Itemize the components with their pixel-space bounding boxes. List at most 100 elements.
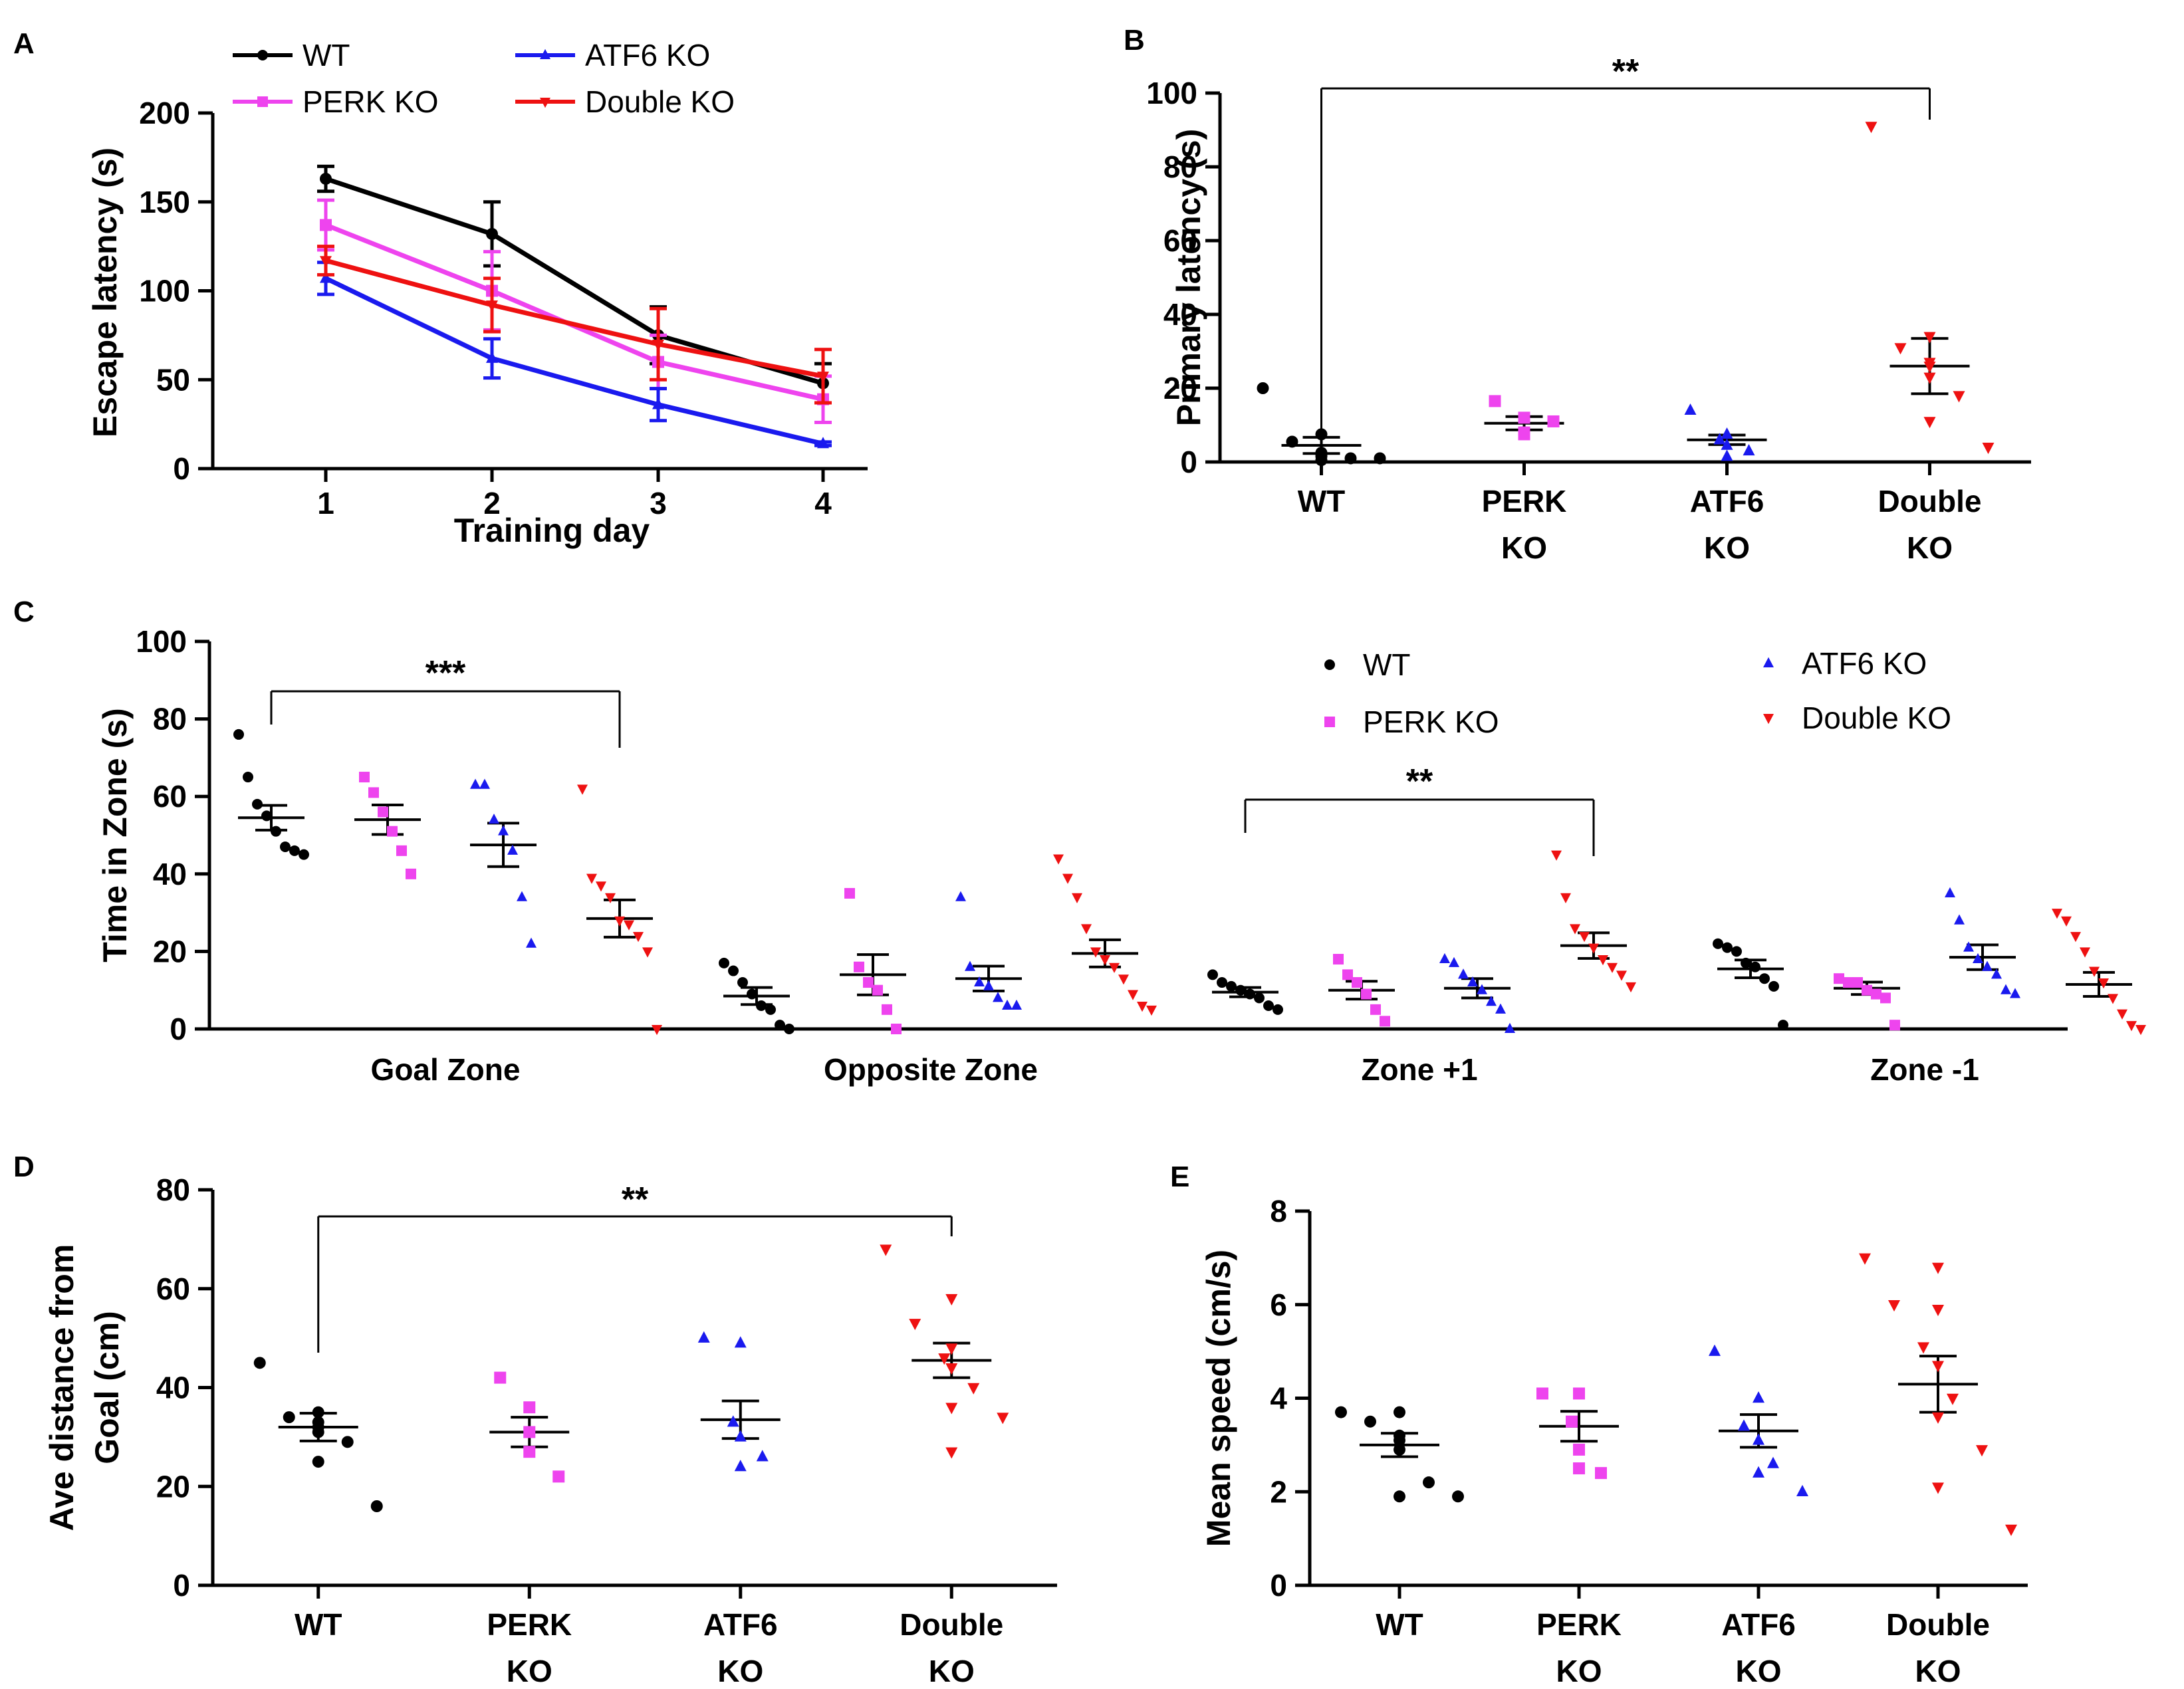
panel-c-data-point [642,947,653,958]
panel-e-data-point [1394,1434,1405,1446]
panel-c-group-zone-1-atf6-ko [1945,887,2020,998]
panel-e-y-tick-label: 8 [1270,1194,1287,1228]
panel-c-data-point [1380,1016,1390,1027]
panel-c-data-point [2001,984,2011,994]
panel-a-data-point [817,437,829,449]
panel-c-significance-bracket: *** [270,654,621,748]
panel-c-data-point [2010,988,2020,998]
panel-c-data-point [756,1000,767,1012]
panel-b-y-axis-title: Primary latency (s) [1170,129,1207,426]
panel-b-data-point [1374,452,1386,465]
panel-e-data-point [1753,1466,1764,1478]
panel-b-data-point [1489,395,1501,407]
panel-c-data-point [1945,887,1955,897]
panel-e-data-point [1364,1415,1376,1428]
panel-c-group-opposite-zone-wt [719,957,794,1034]
panel-a-y-tick-label: 100 [139,274,190,308]
panel-c-data-point [252,798,263,810]
panel-c-data-point [1616,970,1627,981]
panel-c-group-zone-1-double-ko [2052,909,2146,1036]
panel-c-data-point [1342,969,1353,980]
panel-c-data-point [614,916,625,927]
panel-c-group-zone-1-perk-ko [1834,973,1900,1031]
panel-c-data-point [271,826,281,837]
panel-d-group-wt [253,1357,383,1512]
panel-a-y-tick-label: 150 [139,185,190,219]
panel-a-legend-label: WT [303,38,350,72]
panel-c-significance-label: ** [1406,762,1433,801]
panel-c-zone-label: Goal Zone [371,1052,521,1087]
panel-c-significance-label: *** [425,654,466,693]
panel-b-data-point [1518,411,1530,424]
panel-b-data-point [1518,428,1530,441]
panel-b-group-double-ko [1865,122,1995,455]
panel-a-data-point [320,256,332,268]
panel-d-data-point [734,1430,747,1442]
panel-c-data-point [633,932,644,943]
panel-c-data-point [233,729,244,740]
panel-d-data-point [734,1460,747,1472]
panel-c-data-point [577,784,588,795]
panel-d-data-point [945,1363,958,1375]
panel-b-data-point [1865,122,1878,134]
panel-d-chart: 0 20 40 60 80 WT PERK KO ATF6 KO Double KO Ave dista… [43,1173,1057,1688]
panel-b-x-tick-label: ATF6 [1690,484,1764,518]
panel-b-data-point [1286,435,1298,448]
panel-d-data-point [312,1426,324,1438]
panel-d-y-tick-label: 80 [156,1173,190,1207]
panel-c-y-tick-label: 0 [170,1012,187,1046]
panel-c-data-point [2089,966,2100,977]
panel-b-data-point [1923,417,1936,429]
panel-d-data-point [945,1294,958,1305]
panel-c-data-point [854,961,864,972]
panel-c-data-point [1109,962,1120,973]
panel-b-data-point [1315,454,1328,467]
panel-b-x-tick-label: PERK [1482,484,1567,518]
panel-c-data-point [775,1020,785,1031]
panel-c-data-point [1778,1020,1788,1031]
panel-c-group-zone-1-wt [1713,938,1788,1031]
panel-d-significance-bracket: ** [317,1181,953,1353]
panel-c-data-point [1486,995,1497,1006]
panel-d-data-point [756,1450,769,1462]
panel-a-y-tick-label: 200 [139,96,190,130]
panel-c-data-point [1880,992,1891,1004]
panel-e-data-point [1753,1391,1764,1403]
panel-b-data-point [1923,372,1936,384]
panel-a-data-point [652,397,664,409]
panel-b-data-point [1953,391,1965,403]
panel-e-data-point [1573,1387,1585,1400]
panel-c-data-point [289,845,300,856]
panel-c-legend-marker [1324,717,1335,727]
panel-c-data-point [1207,969,1218,980]
panel-c-data-point [1449,957,1459,967]
panel-b-data-point [1344,452,1357,465]
panel-c-data-point [2135,1025,2146,1036]
panel-c-data-point [719,957,729,968]
panel-c-data-point [1352,977,1362,988]
panel-a-legend: WT ATF6 KO PERK KO Double KO [233,38,735,119]
panel-a-chart: 0 50 100 150 200 1 2 3 4 Training day Escape laten… [86,38,868,549]
panel-b-data-point [1923,332,1936,344]
panel-d-y-tick-label: 0 [173,1568,190,1603]
panel-c-data-point [2052,909,2062,919]
panel-b-data-point [1721,449,1733,461]
panel-c-data-point [974,976,985,987]
panel-e-data-point [1932,1482,1944,1494]
panel-e-data-point [1738,1419,1750,1431]
panel-d-data-point [997,1412,1009,1424]
panel-e-data-point [1947,1393,1959,1405]
panel-c-data-point [1081,924,1092,935]
panel-e-data-point [1394,1406,1405,1418]
panel-e-y-tick-label: 2 [1270,1474,1287,1509]
panel-c-data-point [872,984,883,996]
panel-c-data-point [765,1004,776,1015]
panel-c-data-point [605,893,616,903]
panel-c-group-zone-1-wt [1207,969,1283,1015]
panel-c-zone-label: Opposite Zone [824,1052,1038,1087]
panel-c-legend-label: PERK KO [1363,705,1499,739]
panel-c-data-point [1137,1002,1148,1012]
panel-d-y-tick-label: 40 [156,1371,190,1405]
panel-c-group-goal-zone-wt [233,729,309,860]
panel-c-data-point [737,977,748,988]
